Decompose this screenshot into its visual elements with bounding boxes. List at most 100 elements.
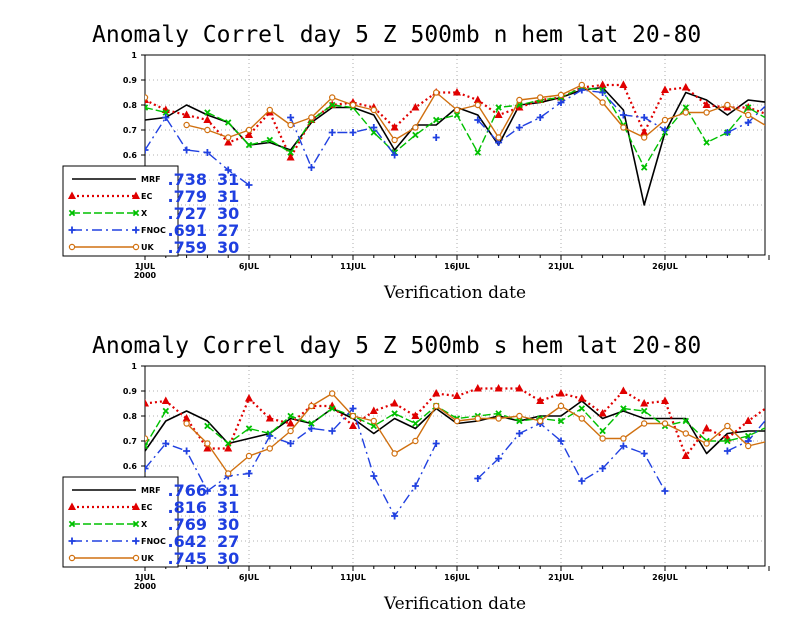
y-tick-label: 0.8: [123, 101, 138, 110]
series-line-uk: [186, 392, 765, 475]
legend-box: [62, 165, 179, 257]
point-ec: [452, 391, 462, 399]
point-ec: [244, 393, 254, 402]
point-ec: [619, 386, 628, 394]
point-fnoc: [411, 482, 419, 490]
point-fnoc: [619, 111, 627, 119]
point-uk: [245, 126, 253, 134]
legend-marker-fnoc: [68, 226, 76, 234]
point-ec: [598, 408, 607, 417]
point-ec: [244, 130, 254, 138]
legend-name-ec: EC: [141, 192, 152, 201]
point-x: [328, 101, 336, 109]
point-fnoc: [619, 442, 627, 450]
point-uk: [661, 116, 669, 124]
point-uk: [391, 136, 398, 144]
legend-marker-ec: [131, 502, 141, 510]
point-x: [557, 417, 565, 425]
x-axis-label: Verification date: [383, 594, 526, 614]
legend: MRF .738 31 EC .779 31 X .727 30 FNOC .691 27 UK .759…: [62, 165, 239, 257]
point-uk: [516, 412, 523, 420]
legend-marker-ec: [67, 502, 77, 510]
point-uk: [433, 89, 440, 96]
series-line-fnoc: [477, 422, 666, 492]
point-x: [495, 104, 502, 111]
point-fnoc: [307, 425, 315, 432]
point-ec: [681, 82, 690, 91]
point-uk: [578, 415, 586, 422]
legend-name-mrf: MRF: [141, 486, 161, 495]
legend-name-x: X: [141, 209, 148, 218]
point-fnoc: [203, 487, 211, 495]
legend-name-x: X: [141, 520, 148, 529]
point-ec: [681, 451, 690, 459]
series-line-fnoc: [145, 116, 250, 186]
point-ec: [556, 388, 566, 397]
y-tick-label: 0.9: [123, 387, 138, 396]
y-tick-label: 0.7: [123, 126, 137, 135]
point-uk: [474, 415, 481, 422]
point-ec: [473, 95, 482, 103]
x-tick-label: 16JUL: [444, 573, 470, 582]
point-fnoc: [599, 89, 607, 96]
point-fnoc: [578, 477, 586, 485]
point-uk: [287, 121, 294, 129]
point-uk: [661, 420, 669, 427]
point-fnoc: [766, 99, 773, 106]
point-fnoc: [145, 465, 149, 472]
point-uk: [183, 121, 190, 129]
point-uk: [537, 94, 544, 101]
point-uk: [641, 134, 648, 141]
point-ec: [145, 398, 150, 407]
legend-mean-fnoc: .642: [168, 532, 207, 551]
point-uk: [308, 114, 315, 121]
point-uk: [329, 94, 336, 101]
point-ec: [744, 416, 753, 424]
legend-name-fnoc: FNOC: [141, 226, 166, 235]
legend-marker-uk: [132, 243, 140, 251]
point-ec: [224, 137, 233, 146]
legend-mean-mrf: .766: [168, 481, 207, 500]
legend-marker-ec: [67, 191, 77, 199]
y-tick-label: 0.9: [123, 76, 138, 85]
point-x: [724, 437, 731, 445]
point-ec: [660, 396, 670, 404]
point-ec: [182, 110, 191, 118]
point-x: [682, 104, 690, 111]
point-fnoc: [370, 472, 378, 480]
point-uk: [349, 412, 357, 420]
chart-title: Anomaly Correl day 5 Z 500mb s hem lat 2…: [92, 333, 701, 359]
point-x: [432, 116, 440, 124]
legend-count-uk: 30: [217, 549, 239, 568]
legend-marker-x: [68, 209, 76, 217]
point-uk: [266, 445, 273, 452]
x-tick-label: 6JUL: [239, 573, 259, 582]
point-ec: [598, 80, 607, 88]
legend-count-fnoc: 27: [217, 532, 239, 551]
point-ec: [536, 396, 545, 404]
point-x: [162, 407, 170, 415]
x-axis-label: Verification date: [383, 283, 526, 303]
point-uk: [745, 442, 752, 450]
y-tick-label: 0.6: [123, 462, 138, 471]
point-uk: [308, 402, 315, 410]
point-uk: [412, 124, 419, 131]
point-fnoc: [370, 124, 378, 131]
point-uk: [183, 420, 190, 427]
point-ec: [390, 122, 399, 131]
point-uk: [370, 417, 377, 425]
point-uk: [599, 99, 606, 106]
point-ec: [286, 152, 295, 161]
point-x: [245, 141, 253, 149]
legend-name-uk: UK: [141, 554, 154, 563]
series-group: [145, 383, 765, 520]
series-line-x: [206, 405, 765, 445]
point-fnoc: [515, 124, 523, 131]
point-x: [162, 109, 170, 116]
x-tick-label: 26JUL: [652, 573, 678, 582]
legend-count-ec: 31: [217, 187, 239, 206]
point-ec: [660, 85, 670, 93]
point-fnoc: [723, 129, 731, 136]
point-uk: [703, 109, 710, 116]
